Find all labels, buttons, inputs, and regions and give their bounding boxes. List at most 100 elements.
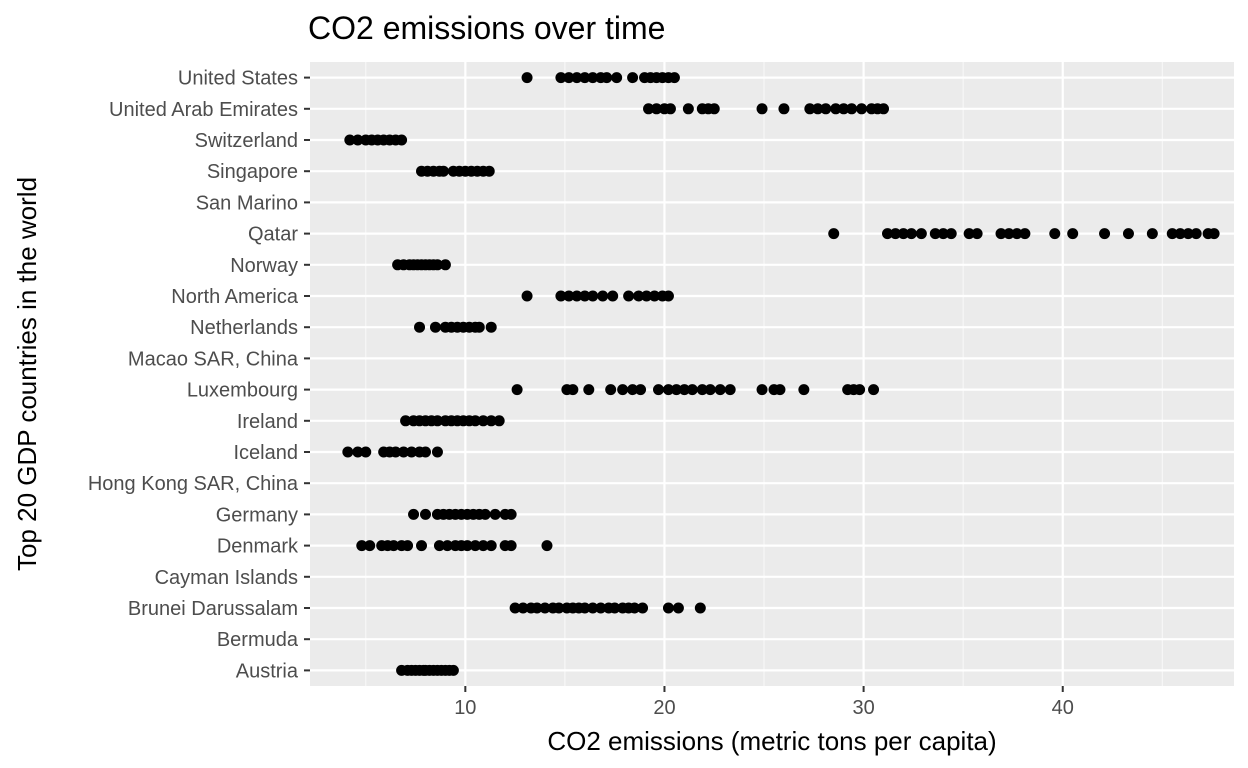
data-point (846, 103, 858, 115)
data-point (1146, 228, 1158, 240)
y-axis-title: Top 20 GDP countries in the world (12, 177, 42, 571)
data-point (724, 384, 736, 396)
data-point (708, 103, 720, 115)
data-point (579, 602, 591, 614)
data-point (579, 290, 591, 302)
x-tick-label: 20 (653, 697, 675, 719)
data-point (364, 540, 376, 552)
data-point (390, 446, 402, 458)
data-point (971, 228, 983, 240)
data-point (635, 384, 647, 396)
y-tick-label: Macao SAR, China (128, 348, 299, 370)
data-point (897, 228, 909, 240)
data-point (830, 103, 842, 115)
data-point (402, 540, 414, 552)
data-point (431, 446, 443, 458)
y-tick-label: Luxembourg (187, 380, 298, 402)
data-point (429, 321, 441, 333)
data-point (539, 602, 551, 614)
data-point (756, 384, 768, 396)
data-point (929, 228, 941, 240)
data-point (509, 602, 521, 614)
x-tick-label: 40 (1052, 697, 1074, 719)
y-tick-label: Netherlands (190, 317, 298, 339)
data-point (398, 446, 410, 458)
data-point (623, 290, 635, 302)
data-point (1190, 228, 1202, 240)
data-point (485, 321, 497, 333)
data-point (469, 415, 481, 427)
data-point (521, 72, 533, 84)
data-point (587, 602, 599, 614)
data-point (617, 384, 629, 396)
data-point (420, 446, 431, 458)
data-point (812, 103, 824, 115)
data-point (433, 540, 445, 552)
data-point (601, 72, 613, 84)
data-point (611, 72, 623, 84)
data-point (662, 290, 674, 302)
data-point (905, 228, 917, 240)
data-point (1174, 228, 1186, 240)
y-tick-label: Qatar (248, 224, 298, 246)
data-point (555, 72, 567, 84)
data-point (388, 540, 400, 552)
data-point (633, 290, 645, 302)
y-tick-label: United Arab Emirates (109, 99, 298, 121)
data-point (662, 384, 674, 396)
y-tick-label: Singapore (207, 161, 298, 183)
data-point (531, 602, 543, 614)
plot-panel (310, 62, 1234, 686)
data-point (1099, 228, 1111, 240)
y-tick-label: Switzerland (195, 130, 298, 152)
y-tick-label: Norway (230, 255, 298, 277)
data-point (915, 228, 927, 240)
data-point (360, 446, 372, 458)
data-point (517, 602, 529, 614)
data-point (439, 259, 451, 271)
x-tick-label: 30 (852, 697, 874, 719)
data-point (521, 290, 533, 302)
data-point (597, 290, 609, 302)
data-point (643, 103, 655, 115)
data-point (945, 228, 957, 240)
data-point (555, 290, 567, 302)
chart-title: CO2 emissions over time (308, 10, 665, 46)
data-point (995, 228, 1007, 240)
data-point (477, 415, 489, 427)
data-point (1003, 228, 1015, 240)
x-axis-title: CO2 emissions (metric tons per capita) (547, 726, 996, 756)
data-point (637, 602, 649, 614)
data-point (641, 290, 653, 302)
data-point (937, 228, 949, 240)
data-point (479, 508, 491, 520)
data-point (469, 540, 481, 552)
data-point (651, 103, 662, 115)
data-point (838, 103, 850, 115)
y-axis: Austria Bermuda Brunei Darussalam Cayman Is… (88, 68, 310, 682)
data-point (629, 602, 641, 614)
y-tick-label: Ireland (237, 411, 298, 433)
data-point (553, 602, 565, 614)
data-point (609, 602, 621, 614)
data-point (477, 540, 489, 552)
data-point (342, 446, 354, 458)
data-point (416, 540, 428, 552)
data-point (882, 228, 893, 240)
data-point (505, 540, 517, 552)
data-point (493, 415, 505, 427)
data-point (563, 290, 575, 302)
data-point (854, 384, 866, 396)
data-point (1067, 228, 1079, 240)
data-point (352, 446, 364, 458)
data-point (670, 384, 682, 396)
data-point (756, 103, 768, 115)
data-point (652, 384, 664, 396)
data-point (856, 103, 868, 115)
data-point (672, 602, 684, 614)
data-point (1208, 228, 1220, 240)
data-point (868, 384, 880, 396)
data-point (662, 602, 674, 614)
data-point (571, 72, 583, 84)
data-point (798, 384, 810, 396)
